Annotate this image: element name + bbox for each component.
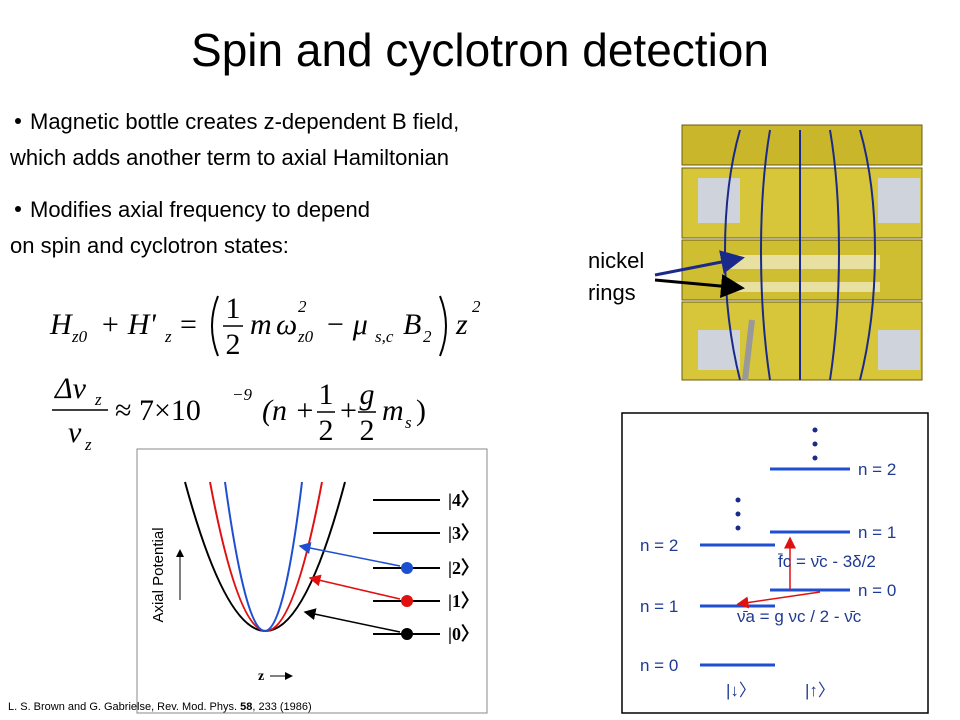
bullet-text: which adds another term to axial Hamilto… [9,145,449,170]
arrow [308,574,401,600]
potential-figure: |4〉 |3〉 |2〉 |1〉 |0〉 Axial Potential z [136,448,488,714]
insulator [698,178,740,223]
eq-symbol: (n + [262,394,315,427]
electrode [681,124,923,166]
axis-label: z [258,669,264,684]
bullet-dot [15,206,21,212]
eq-symbol: H [49,308,74,341]
eq-sub: z [164,327,172,346]
bullet-text: on spin and cyclotron states: [10,233,289,258]
insulator [878,178,920,223]
bullet-dot [15,118,21,124]
eq-sub: z [84,435,92,454]
relation: f̄c = ν̄c - 3δ/2 [777,552,875,571]
eq-symbol: B [403,308,421,341]
citation-rest: , 233 (1986) [252,701,311,713]
parabola [224,481,303,632]
eq-sup: −9 [232,385,252,404]
citation-authors: L. S. Brown and G. Gabrielse, Rev. Mod. … [8,701,240,713]
eq-sub: z0 [297,327,314,346]
eq-sub: z0 [71,327,88,346]
citation-volume: 58 [240,701,252,713]
level-label: n = 0 [858,581,896,600]
paren [211,295,219,357]
ket: |1〉 [448,591,479,611]
spin-label: |↓〉 [726,681,756,700]
ket: |3〉 [448,523,479,543]
level-figure: n = 2 n = 1 n = 0 n = 2 n = 1 n = 0 f̄c … [621,412,929,714]
equation-1: H z0 + H' z = 1 2 m ω 2 z0 − μ s,c B 2 z… [49,292,481,361]
particle [401,595,413,607]
eq-sub: s [405,413,412,432]
ket: |4〉 [448,490,479,510]
axis-label: Axial Potential [150,527,167,622]
paren [439,295,447,357]
particle [401,562,413,574]
eq-symbol: Δν [54,372,87,405]
arrow [303,608,401,633]
eq-symbol: = [180,308,197,341]
frame [621,412,929,714]
eq-symbol: ν [68,416,82,449]
eq-sub: s,c [375,327,394,346]
citation: L. S. Brown and G. Gabrielse, Rev. Mod. … [8,701,312,713]
eq-num: 1 [319,378,334,411]
eq-symbol: m [382,394,404,427]
eq-den: 2 [226,328,241,361]
level-label: n = 1 [640,597,678,616]
eq-sub: z [94,390,102,409]
eq-symbol: ω [276,308,297,341]
eq-sup: 2 [298,297,307,316]
level-label: n = 0 [640,656,678,675]
nickel-ring [730,255,880,269]
eq-symbol: + H' [100,308,156,341]
title: Spin and cyclotron detection [191,24,769,76]
insulator [878,330,920,370]
eq-symbol: + [340,394,357,427]
particle [401,628,413,640]
transition-arrow [736,591,821,609]
level-label: n = 2 [640,536,678,555]
eq-symbol: ) [416,394,426,427]
eq-symbol: m [250,308,272,341]
level-label: n = 2 [858,460,896,479]
bullet-text: Modifies axial frequency to depend [30,197,370,222]
eq-den: 2 [360,414,375,447]
eq-num: 1 [226,292,241,325]
eq-den: 2 [319,414,334,447]
eq-symbol: − μ [325,308,368,341]
arrow [298,542,401,567]
ket: |0〉 [448,624,479,644]
arrow [654,274,745,299]
eq-symbol: z [455,308,468,341]
eq-num: g [360,378,375,411]
bullets: Magnetic bottle creates z-dependent B fi… [9,109,459,258]
level-label: n = 1 [858,523,896,542]
eq-sub: 2 [423,327,432,346]
nickel-ring [730,282,880,292]
trap-label: rings [588,280,636,305]
relation: ν̄a = g νc / 2 - ν̄c [737,607,862,626]
bullet-text: Magnetic bottle creates z-dependent B fi… [30,109,459,134]
eq-symbol: ≈ 7×10 [115,394,201,427]
spin-label: |↑〉 [805,681,835,700]
probe [742,319,755,381]
ellipsis [735,427,818,531]
eq-sup: 2 [472,297,481,316]
arrow [654,250,745,277]
equation-2: Δν z ν z ≈ 7×10 −9 (n + 1 2 + g 2 m s ) [52,372,426,454]
trap-label: nickel [588,248,644,273]
trap-figure: nickel rings [588,120,932,385]
ket: |2〉 [448,558,479,578]
